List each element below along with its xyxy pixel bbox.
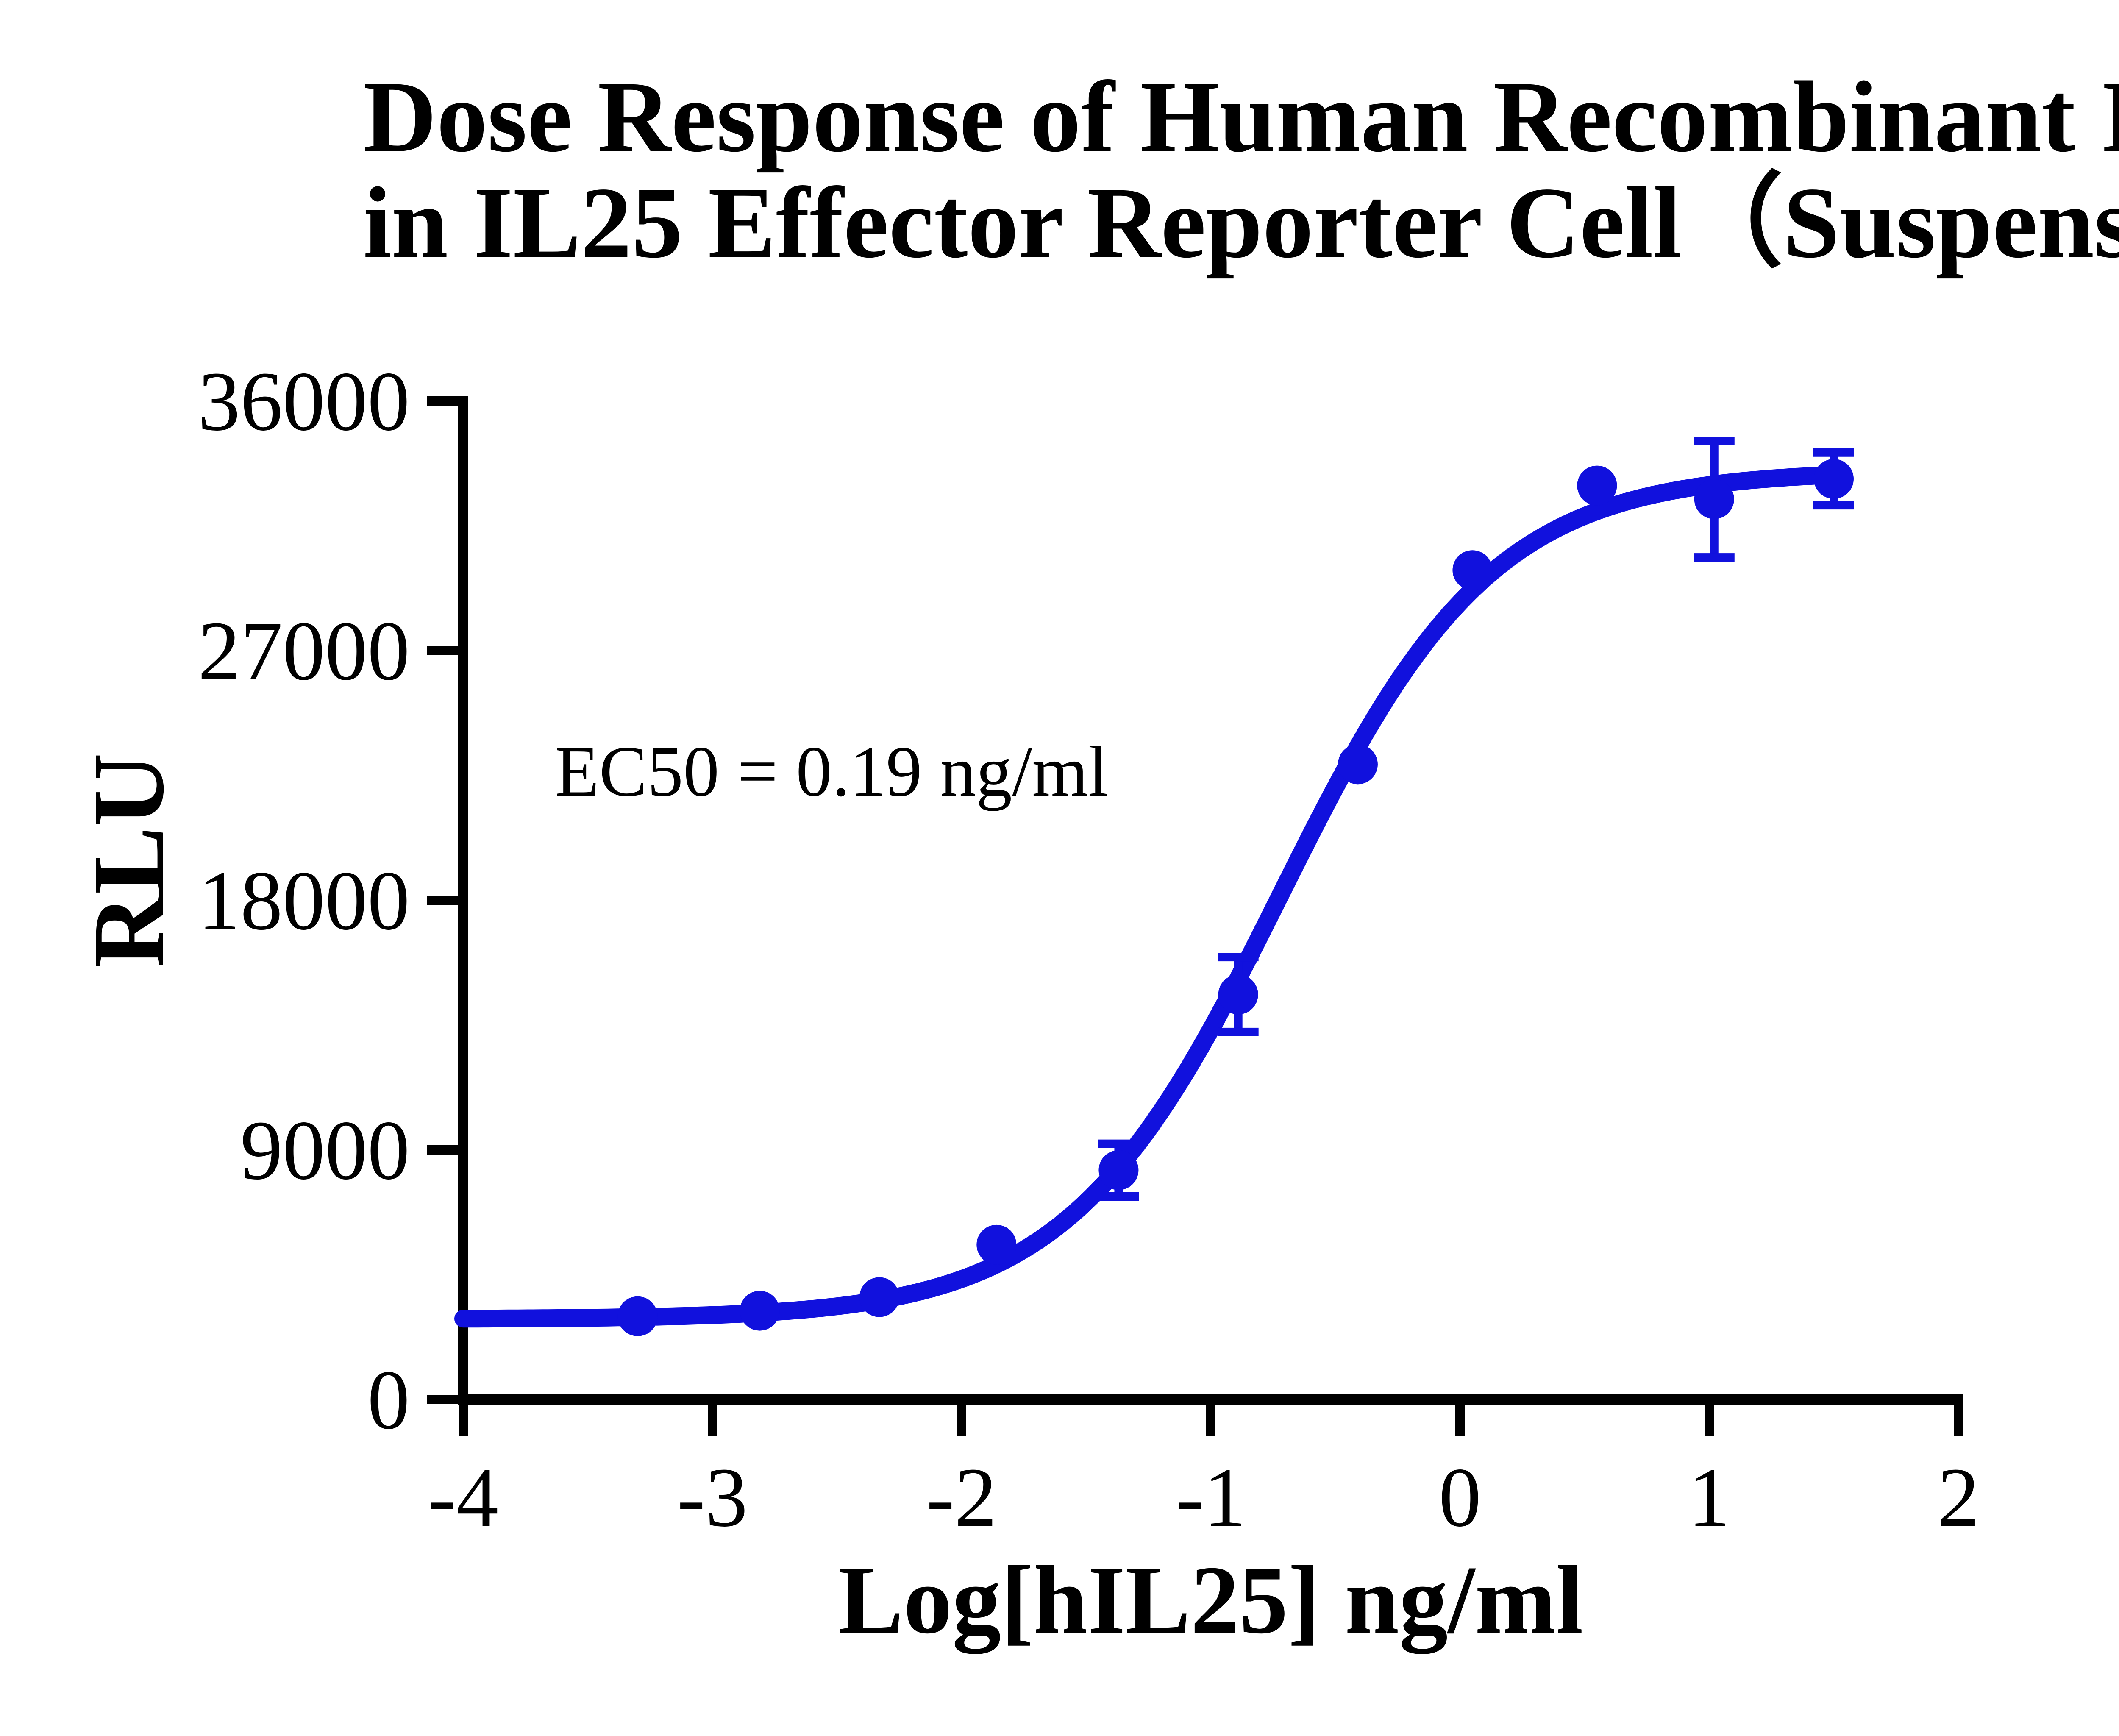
y-axis-title: RLU [72, 753, 185, 968]
fit-curve [454, 466, 1843, 1328]
chart-title-line2: in IL25 Effector Reporter Cell（Suspensio… [363, 166, 2119, 279]
data-point-1 [740, 1291, 780, 1331]
data-point-8 [1577, 465, 1617, 506]
data-point-6 [1338, 744, 1378, 785]
x-tick-label-1: 1 [1688, 1451, 1730, 1544]
data-point-7 [1452, 550, 1493, 590]
x-tick-label--2: -2 [926, 1451, 997, 1544]
chart-title-line1: Dose Response of Human Recombinant IL25 [363, 60, 2119, 173]
y-tick-label-9000: 9000 [240, 1104, 410, 1197]
ec50-annotation: EC50 = 0.19 ng/ml [555, 732, 1108, 811]
y-tick-label-18000: 18000 [198, 854, 410, 948]
x-tick-label--3: -3 [677, 1451, 748, 1544]
data-point-0 [617, 1296, 658, 1336]
x-tick-label--1: -1 [1176, 1451, 1246, 1544]
x-tick-label-0: 0 [1439, 1451, 1481, 1544]
chart-title: Dose Response of Human Recombinant IL25 … [363, 60, 2119, 279]
data-point-10 [1814, 459, 1854, 499]
x-tick-label--4: -4 [428, 1451, 499, 1544]
data-point-2 [859, 1277, 899, 1317]
data-point-4 [1098, 1150, 1139, 1190]
data-point-9 [1694, 479, 1734, 519]
y-tick-label-0: 0 [367, 1353, 410, 1447]
y-tick-label-27000: 27000 [198, 604, 410, 698]
x-tick-label-2: 2 [1937, 1451, 1980, 1544]
data-point-3 [976, 1224, 1017, 1265]
x-axis-title: Log[hIL25] ng/ml [838, 1546, 1583, 1654]
data-point-5 [1218, 974, 1258, 1015]
y-tick-label-36000: 36000 [198, 355, 410, 448]
